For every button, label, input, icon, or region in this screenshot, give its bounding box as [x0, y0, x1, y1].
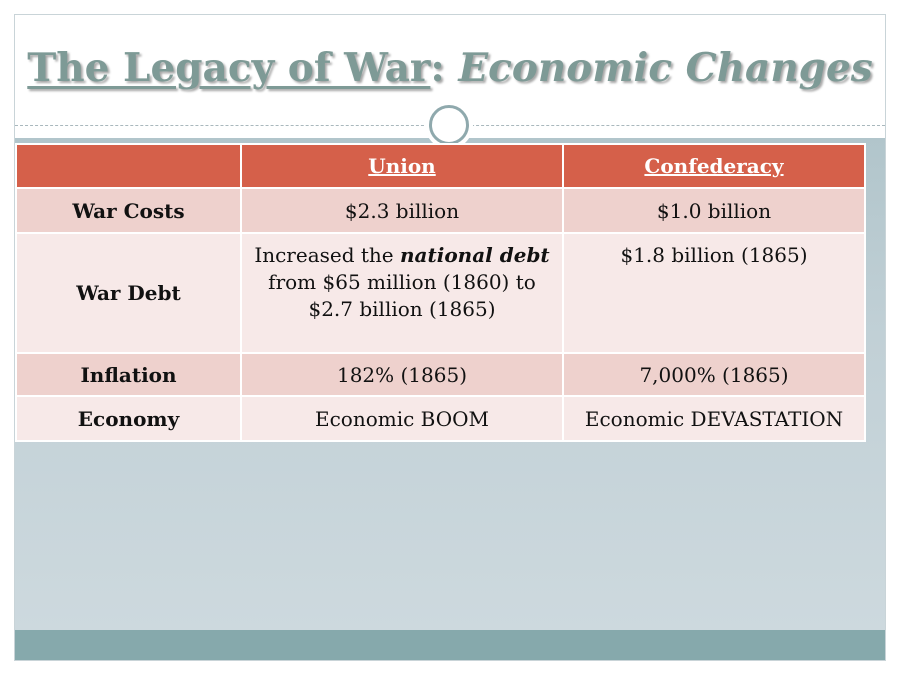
header-union-label: Union: [368, 154, 436, 178]
header-confederacy-label: Confederacy: [644, 154, 784, 178]
cell-confederacy-economy: Economic DEVASTATION: [562, 395, 866, 442]
cell-confederacy-inflation: 7,000% (1865): [562, 352, 866, 397]
cell-union-economy: Economic BOOM: [240, 395, 564, 442]
cell-union-inflation: 182% (1865): [240, 352, 564, 397]
table-header-row: Union Confederacy: [15, 143, 866, 189]
row-label-economy: Economy: [15, 395, 242, 442]
union-debt-emphasis: national debt: [400, 243, 550, 267]
cell-confederacy-war-debt: $1.8 billion (1865): [562, 232, 866, 354]
economic-comparison-table: Union Confederacy War Costs $2.3 billion…: [15, 143, 866, 442]
union-debt-text-post: from $65 million (1860) to $2.7 billion …: [268, 270, 536, 321]
cell-union-war-costs: $2.3 billion: [240, 187, 564, 234]
title-area: The Legacy of War: Economic Changes: [15, 15, 885, 127]
cell-confederacy-war-costs: $1.0 billion: [562, 187, 866, 234]
title-subtitle: Economic Changes: [458, 45, 873, 91]
header-blank: [15, 143, 242, 189]
row-label-war-costs: War Costs: [15, 187, 242, 234]
header-union: Union: [240, 143, 564, 189]
row-label-inflation: Inflation: [15, 352, 242, 397]
header-confederacy: Confederacy: [562, 143, 866, 189]
circle-ornament-ring: [429, 105, 469, 145]
table-row: Economy Economic BOOM Economic DEVASTATI…: [15, 395, 866, 442]
slide-title: The Legacy of War: Economic Changes: [15, 45, 885, 91]
title-colon: :: [430, 45, 445, 91]
table-row: War Debt Increased the national debt fro…: [15, 232, 866, 354]
footer-bar: [15, 630, 885, 660]
union-debt-text-pre: Increased the: [254, 243, 400, 267]
cell-union-war-debt: Increased the national debt from $65 mil…: [240, 232, 564, 354]
row-label-war-debt: War Debt: [15, 232, 242, 354]
title-main: The Legacy of War: [27, 45, 431, 91]
table-row: Inflation 182% (1865) 7,000% (1865): [15, 352, 866, 397]
table-row: War Costs $2.3 billion $1.0 billion: [15, 187, 866, 234]
